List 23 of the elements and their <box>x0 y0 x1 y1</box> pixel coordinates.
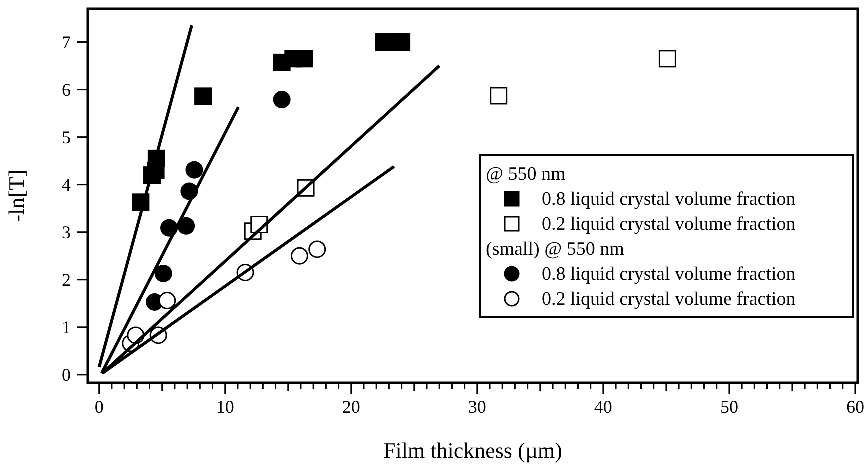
x-tick-label: 30 <box>468 397 486 417</box>
legend-label: 0.2 liquid crystal volume fraction <box>542 214 796 235</box>
legend-label: 0.2 liquid crystal volume fraction <box>542 289 796 310</box>
y-tick-label: 5 <box>62 127 71 148</box>
x-tick-label: 50 <box>720 397 738 417</box>
x-tick-label: 10 <box>216 397 234 417</box>
y-tick-label: 4 <box>62 174 71 195</box>
legend-label: 0.8 liquid crystal volume fraction <box>542 189 796 210</box>
annotation: (small) @ 550 nm <box>486 239 625 260</box>
y-tick-label: 7 <box>62 32 71 52</box>
x-tick-label: 40 <box>594 397 612 417</box>
y-tick-label: 6 <box>62 80 71 100</box>
x-tick-label: 0 <box>94 397 104 417</box>
y-tick-label: 3 <box>62 222 71 242</box>
y-tick-label: 1 <box>62 317 71 338</box>
x-axis-title: Film thickness (µm) <box>384 438 562 463</box>
y-tick-label: 0 <box>62 364 71 385</box>
annotation: @ 550 nm <box>486 164 566 185</box>
x-tick-label: 20 <box>342 397 360 417</box>
legend-label: 0.8 liquid crystal volume fraction <box>542 264 796 285</box>
y-axis-title: -ln[T] <box>4 170 29 222</box>
y-tick-label: 2 <box>62 270 71 290</box>
x-tick-label: 60 <box>846 397 864 417</box>
